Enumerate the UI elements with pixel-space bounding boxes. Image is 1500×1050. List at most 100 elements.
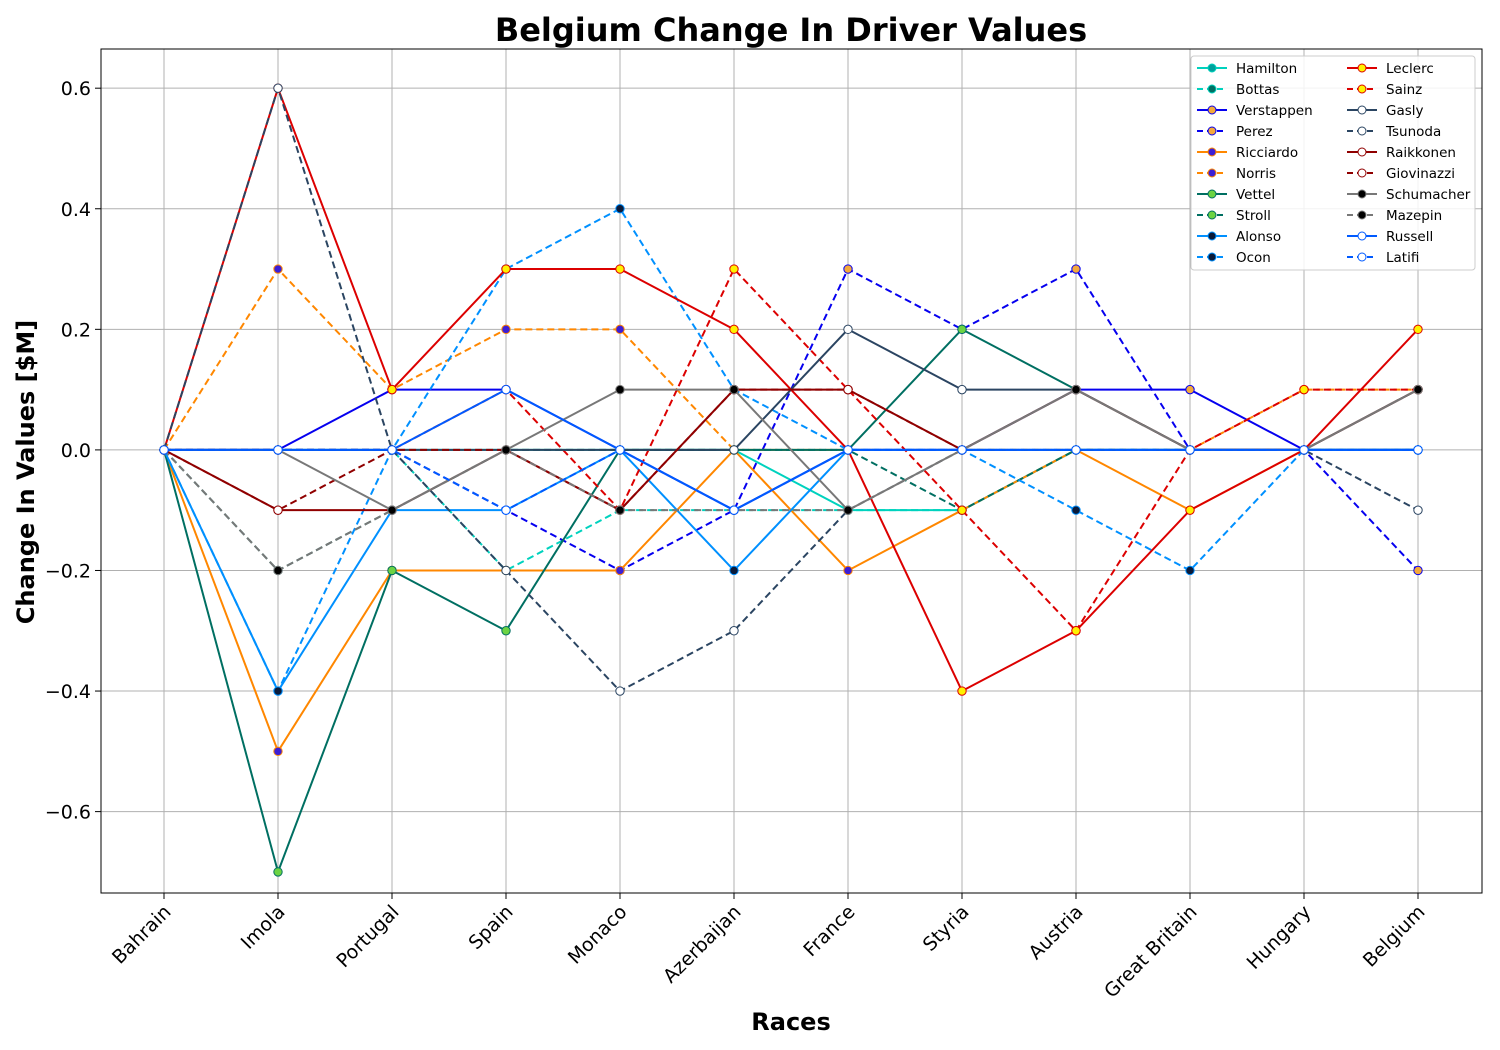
legend-item-leclerc: Leclerc: [1347, 61, 1434, 77]
data-point-perez: [1071, 264, 1081, 274]
legend-label: Norris: [1236, 166, 1276, 182]
series-layer: [159, 83, 1423, 877]
data-point-perez: [843, 264, 853, 274]
legend-item-latifi: Latifi: [1347, 250, 1419, 266]
data-point-sainz: [1299, 384, 1309, 395]
data-point-latifi: [159, 445, 169, 455]
legend-label: Perez: [1236, 124, 1273, 140]
data-point-vettel: [957, 324, 967, 335]
data-point-latifi: [387, 445, 397, 455]
data-point-tsunoda: [615, 686, 625, 696]
legend-swatch-marker: [1357, 210, 1367, 220]
data-point-tsunoda: [729, 626, 739, 636]
data-point-mazepin: [1413, 384, 1423, 395]
data-point-latifi: [501, 505, 511, 515]
data-point-schumacher: [729, 384, 739, 395]
legend-label: Giovinazzi: [1386, 166, 1455, 182]
legend-item-russell: Russell: [1347, 229, 1433, 245]
legend-label: Verstappen: [1236, 103, 1313, 119]
legend-swatch-marker: [1207, 168, 1217, 178]
legend-label: Schumacher: [1386, 187, 1471, 203]
legend-item-bottas: Bottas: [1197, 82, 1279, 98]
data-point-leclerc: [615, 264, 625, 274]
legend-item-ricciardo: Ricciardo: [1197, 145, 1298, 161]
legend-swatch-marker: [1357, 252, 1367, 262]
legend-swatch-marker: [1207, 210, 1217, 220]
legend-item-vettel: Vettel: [1197, 187, 1275, 203]
data-point-leclerc: [1185, 505, 1195, 515]
data-point-ricciardo: [843, 565, 853, 576]
legend-box: [1190, 55, 1476, 271]
legend-item-alonso: Alonso: [1197, 229, 1281, 245]
legend-item-verstappen: Verstappen: [1197, 103, 1313, 119]
y-axis-ticks: −0.6 −0.4 −0.2 0.0 0.2 0.4 0.6: [45, 78, 101, 824]
y-tick-label: 0.4: [61, 199, 91, 221]
data-point-sainz: [1071, 626, 1081, 636]
legend-item-hamilton: Hamilton: [1197, 61, 1297, 77]
legend-label: Ricciardo: [1236, 145, 1298, 161]
plot-frame: [100, 48, 1483, 894]
legend-swatch-marker: [1357, 84, 1367, 94]
legend-item-schumacher: Schumacher: [1347, 187, 1471, 203]
legend-label: Sainz: [1386, 82, 1422, 98]
legend-swatch-marker: [1357, 168, 1367, 178]
legend-swatch-marker: [1357, 231, 1367, 241]
data-point-sainz: [729, 264, 739, 274]
legend-label: Bottas: [1236, 82, 1279, 98]
legend-label: Latifi: [1386, 250, 1419, 266]
data-point-mazepin: [1071, 384, 1081, 395]
legend-label: Tsunoda: [1385, 124, 1441, 140]
data-point-ocon: [1185, 565, 1195, 576]
legend-label: Russell: [1386, 229, 1433, 245]
data-point-verstappen: [1185, 384, 1195, 395]
chart-title: Belgium Change In Driver Values: [495, 11, 1087, 49]
legend-label: Raikkonen: [1386, 145, 1456, 161]
data-point-vettel: [273, 867, 283, 877]
legend-swatch-marker: [1207, 189, 1217, 199]
data-point-giovinazzi: [273, 505, 283, 515]
data-point-mazepin: [273, 565, 283, 576]
legend-item-ocon: Ocon: [1197, 250, 1271, 266]
data-point-latifi: [729, 505, 739, 515]
y-tick-label: 0.2: [61, 319, 91, 341]
y-tick-label: −0.6: [45, 802, 91, 824]
legend-item-tsunoda: Tsunoda: [1347, 124, 1441, 140]
data-point-tsunoda: [501, 565, 511, 576]
data-point-latifi: [1185, 445, 1195, 455]
legend-item-gasly: Gasly: [1347, 103, 1424, 119]
data-point-leclerc: [387, 384, 397, 395]
legend-swatch-marker: [1207, 231, 1217, 241]
legend-item-perez: Perez: [1197, 124, 1273, 140]
data-point-ricciardo: [615, 565, 625, 576]
data-point-sainz: [957, 505, 967, 515]
data-point-leclerc: [957, 686, 967, 696]
data-point-leclerc: [1413, 324, 1423, 335]
legend-label: Hamilton: [1236, 61, 1297, 77]
legend-label: Mazepin: [1386, 208, 1442, 224]
data-point-giovinazzi: [843, 384, 853, 395]
data-point-latifi: [273, 445, 283, 455]
legend-swatch-marker: [1207, 84, 1217, 94]
data-point-perez: [1413, 565, 1423, 576]
series-line-latifi: [164, 448, 1418, 512]
legend-label: Leclerc: [1386, 61, 1434, 77]
legend-swatch-marker: [1357, 147, 1367, 157]
data-point-latifi: [843, 445, 853, 455]
legend-item-raikkonen: Raikkonen: [1347, 145, 1456, 161]
data-point-norris: [615, 324, 625, 335]
data-point-leclerc: [729, 324, 739, 335]
data-point-alonso: [729, 565, 739, 576]
data-point-vettel: [387, 565, 397, 576]
data-point-mazepin: [387, 505, 397, 515]
legend-item-giovinazzi: Giovinazzi: [1347, 166, 1455, 182]
y-tick-label: 0.6: [61, 78, 91, 100]
data-point-russell: [501, 384, 511, 395]
x-axis-label: Races: [751, 1008, 830, 1036]
data-point-gasly: [729, 445, 739, 455]
series-line-giovinazzi: [163, 388, 1419, 512]
legend-item-mazepin: Mazepin: [1347, 208, 1442, 224]
legend-label: Gasly: [1386, 103, 1424, 119]
series-latifi: [159, 445, 1423, 515]
data-point-tsunoda: [273, 83, 283, 93]
